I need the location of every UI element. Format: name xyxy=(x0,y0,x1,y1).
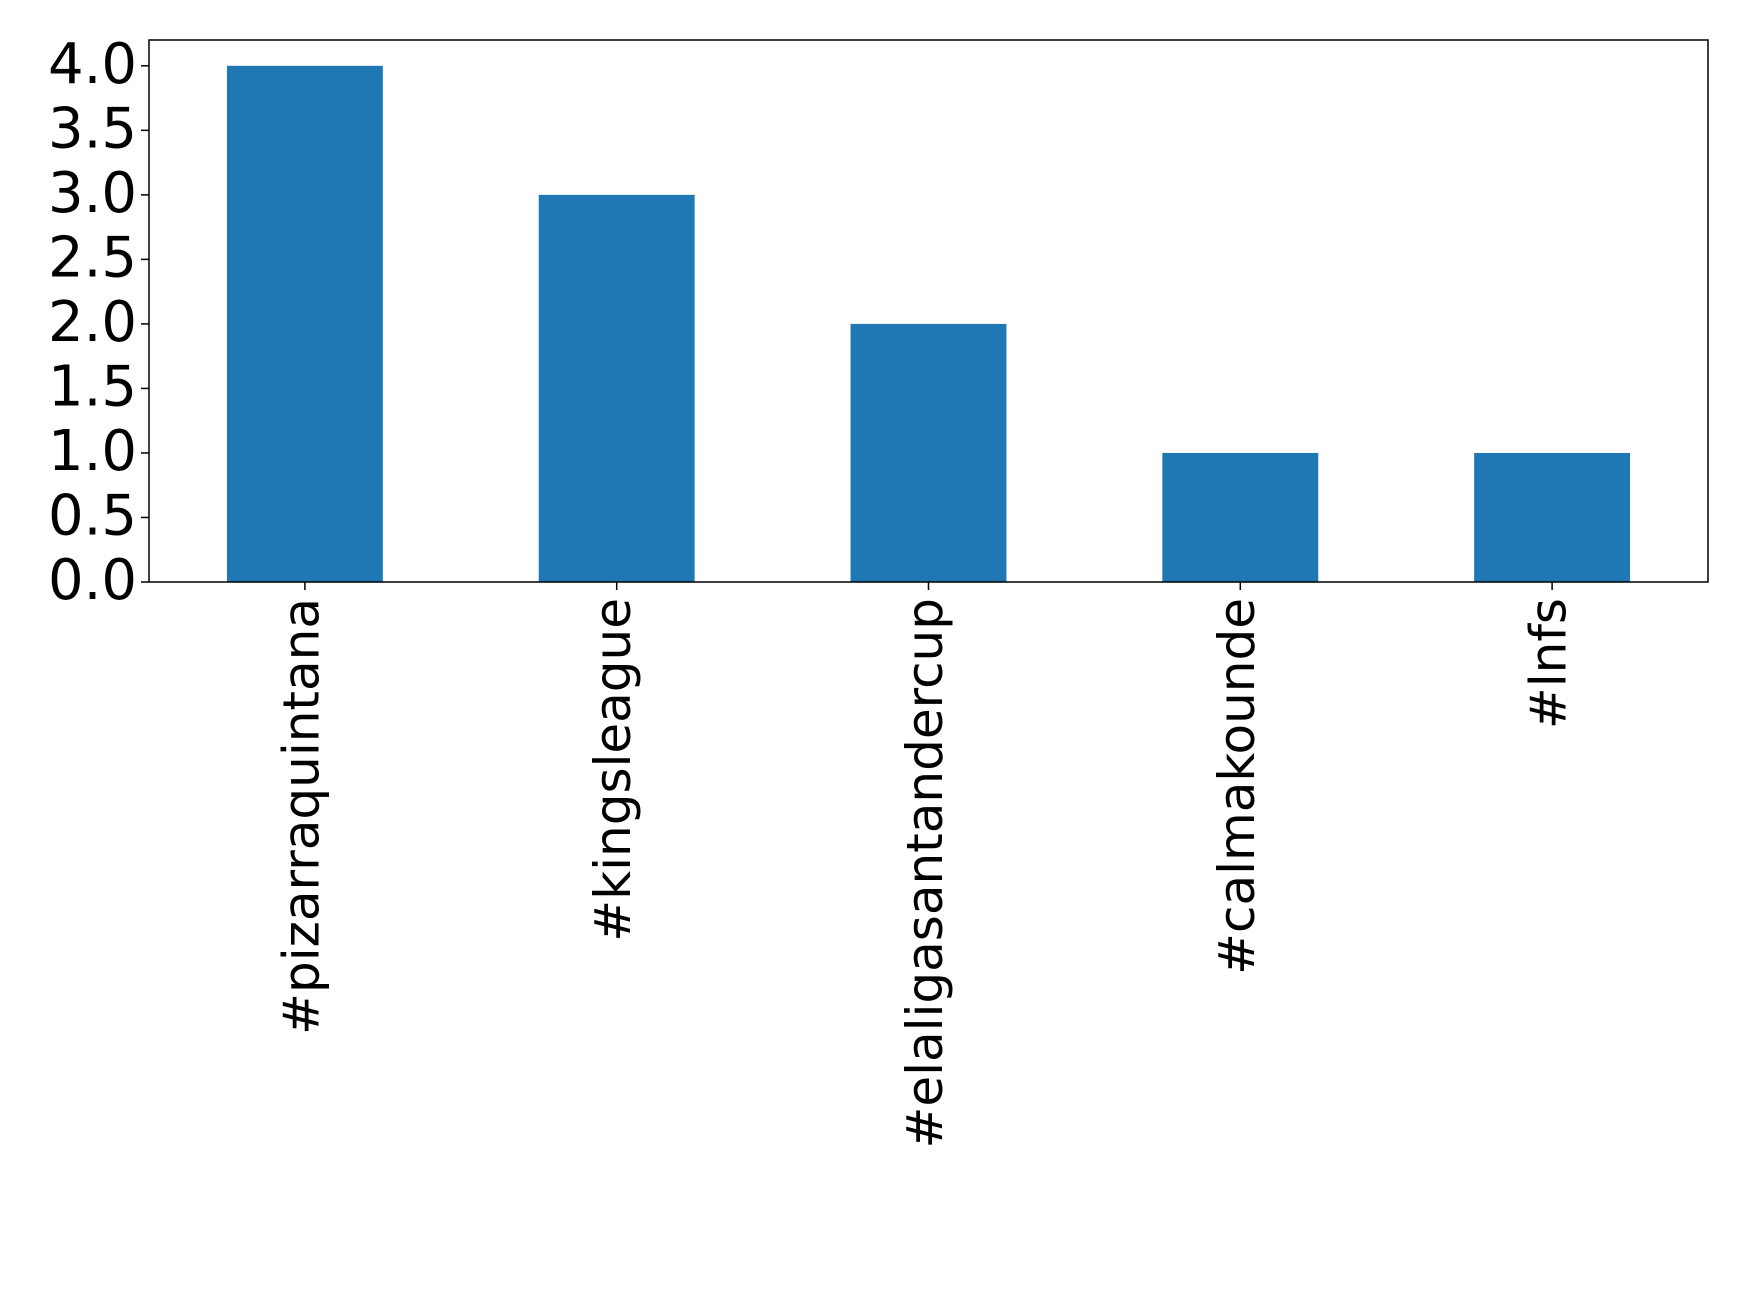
y-tick-label: 1.5 xyxy=(48,355,137,420)
y-tick-label: 2.0 xyxy=(48,290,137,355)
y-tick-label: 4.0 xyxy=(48,32,137,97)
bar xyxy=(1162,452,1319,582)
bar xyxy=(850,323,1007,582)
x-tick-label: #pizarraquintana xyxy=(272,598,330,1035)
y-tick-label: 2.5 xyxy=(48,226,137,291)
bar xyxy=(1474,452,1631,582)
x-tick-label: #lnfs xyxy=(1520,598,1578,729)
y-tick-label: 0.0 xyxy=(48,548,137,613)
y-tick-label: 3.5 xyxy=(48,96,137,161)
y-tick-label: 0.5 xyxy=(48,484,137,549)
y-tick-label: 3.0 xyxy=(48,161,137,226)
x-tick-label: #calmakounde xyxy=(1208,598,1266,975)
bar xyxy=(538,194,695,582)
x-tick-label: #elaligasantandercup xyxy=(896,598,954,1149)
x-tick-label: #kingsleague xyxy=(584,598,642,942)
y-tick-label: 1.0 xyxy=(48,419,137,484)
plot-frame xyxy=(148,39,1709,583)
bar xyxy=(226,65,383,583)
